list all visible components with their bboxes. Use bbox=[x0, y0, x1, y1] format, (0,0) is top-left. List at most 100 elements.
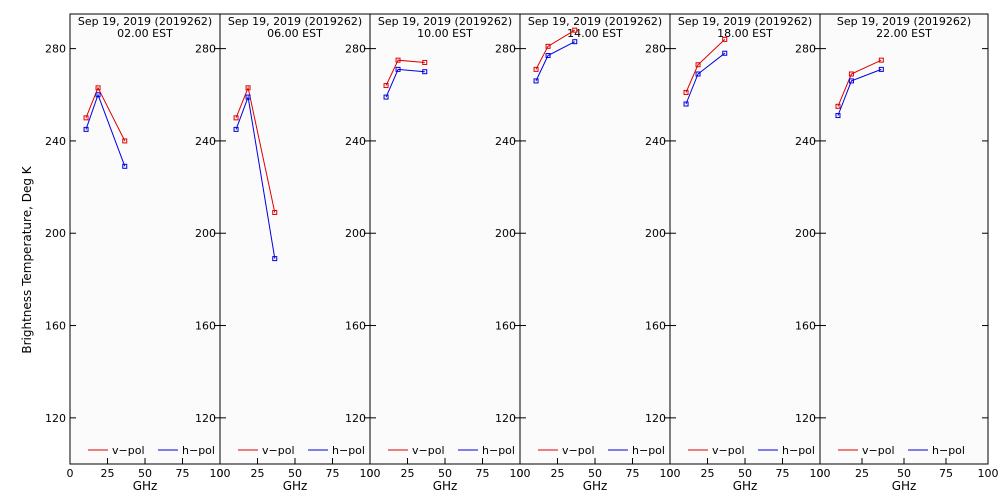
y-tick-label: 200 bbox=[495, 227, 516, 240]
legend-label: v−pol bbox=[412, 444, 445, 457]
y-tick-label: 200 bbox=[345, 227, 366, 240]
x-tick-label: 75 bbox=[939, 467, 953, 480]
x-tick-label: 75 bbox=[776, 467, 790, 480]
x-tick-label: 100 bbox=[510, 467, 531, 480]
data-point-h-pol bbox=[572, 39, 578, 45]
x-tick-label: 100 bbox=[210, 467, 231, 480]
legend-label: v−pol bbox=[712, 444, 745, 457]
y-tick-label: 120 bbox=[495, 412, 516, 425]
panel-title: Sep 19, 2019 (2019262) bbox=[837, 15, 971, 28]
y-tick-label: 280 bbox=[495, 43, 516, 56]
y-tick-label: 200 bbox=[795, 227, 816, 240]
x-tick-label: 50 bbox=[738, 467, 752, 480]
y-tick-label: 120 bbox=[795, 412, 816, 425]
data-point-h-pol bbox=[395, 66, 401, 72]
x-tick-label: 75 bbox=[626, 467, 640, 480]
series-line-h-pol bbox=[235, 95, 276, 259]
y-tick-label: 120 bbox=[195, 412, 216, 425]
y-axis-label: Brightness Temperature, Deg K bbox=[20, 165, 34, 353]
x-tick-label: 75 bbox=[176, 467, 190, 480]
y-tick-label: 240 bbox=[495, 135, 516, 148]
panel-subtitle: 14.00 EST bbox=[567, 27, 623, 40]
y-tick-label: 200 bbox=[645, 227, 666, 240]
y-tick-label: 160 bbox=[795, 320, 816, 333]
legend-label: v−pol bbox=[262, 444, 295, 457]
x-tick-label: 100 bbox=[810, 467, 831, 480]
data-point-v-pol bbox=[533, 66, 539, 72]
data-point-v-pol bbox=[848, 71, 854, 77]
x-axis-label: GHz bbox=[583, 479, 608, 493]
panel-2: Sep 19, 2019 (2019262)06.00 EST 120 160 200… bbox=[195, 13, 381, 493]
panel-title: Sep 19, 2019 (2019262) bbox=[228, 15, 362, 28]
y-tick-label: 240 bbox=[195, 135, 216, 148]
panel-3: Sep 19, 2019 (2019262)10.00 EST 120 160 200… bbox=[345, 13, 531, 493]
series-line-v-pol bbox=[85, 86, 126, 142]
x-tick-label: 100 bbox=[360, 467, 381, 480]
x-axis-label: GHz bbox=[283, 479, 308, 493]
y-tick-label: 240 bbox=[645, 135, 666, 148]
panel-title: Sep 19, 2019 (2019262) bbox=[78, 15, 212, 28]
data-point-v-pol bbox=[683, 89, 689, 95]
data-point-h-pol bbox=[233, 126, 239, 132]
series-line-v-pol bbox=[385, 59, 425, 86]
data-point-h-pol bbox=[683, 101, 689, 107]
panel-5: Sep 19, 2019 (2019262)18.00 EST 120 160 200… bbox=[645, 13, 831, 493]
data-point-v-pol bbox=[83, 115, 89, 121]
x-tick-label: 0 bbox=[517, 467, 524, 480]
panel-frame bbox=[369, 13, 521, 465]
x-tick-label: 50 bbox=[288, 467, 302, 480]
x-tick-label: 75 bbox=[476, 467, 490, 480]
x-tick-label: 50 bbox=[438, 467, 452, 480]
data-point-v-pol bbox=[95, 85, 101, 91]
data-point-v-pol bbox=[878, 57, 884, 63]
series-line-h-pol bbox=[535, 41, 576, 82]
legend-label: h−pol bbox=[632, 444, 665, 457]
legend-label: h−pol bbox=[332, 444, 365, 457]
y-tick-label: 200 bbox=[195, 227, 216, 240]
data-point-h-pol bbox=[422, 69, 428, 75]
x-tick-label: 0 bbox=[667, 467, 674, 480]
legend-label: h−pol bbox=[482, 444, 515, 457]
data-point-h-pol bbox=[835, 113, 841, 119]
panel-6: Sep 19, 2019 (2019262)22.00 EST 120 160 200… bbox=[795, 13, 999, 493]
panel-title: Sep 19, 2019 (2019262) bbox=[678, 15, 812, 28]
data-point-h-pol bbox=[722, 50, 728, 56]
x-tick-label: 0 bbox=[817, 467, 824, 480]
y-tick-label: 120 bbox=[645, 412, 666, 425]
series-line-h-pol bbox=[385, 68, 425, 98]
series-line-v-pol bbox=[535, 29, 576, 70]
y-tick-label: 280 bbox=[795, 43, 816, 56]
panel-subtitle: 06.00 EST bbox=[267, 27, 323, 40]
data-point-v-pol bbox=[835, 103, 841, 109]
legend-label: h−pol bbox=[932, 444, 965, 457]
panel-subtitle: 22.00 EST bbox=[876, 27, 932, 40]
series-line-h-pol bbox=[837, 68, 882, 116]
panel-title: Sep 19, 2019 (2019262) bbox=[378, 15, 512, 28]
series-line-v-pol bbox=[685, 39, 726, 93]
legend-label: v−pol bbox=[862, 444, 895, 457]
data-point-v-pol bbox=[572, 27, 578, 33]
data-point-h-pol bbox=[695, 71, 701, 77]
y-tick-label: 160 bbox=[495, 320, 516, 333]
panel-frame bbox=[69, 13, 221, 465]
data-point-v-pol bbox=[122, 138, 128, 144]
data-point-h-pol bbox=[383, 94, 389, 100]
y-tick-label: 120 bbox=[345, 412, 366, 425]
x-tick-label: 25 bbox=[701, 467, 715, 480]
x-tick-label: 25 bbox=[401, 467, 415, 480]
x-tick-label: 50 bbox=[897, 467, 911, 480]
x-tick-label: 100 bbox=[978, 467, 999, 480]
y-tick-label: 200 bbox=[45, 227, 66, 240]
data-point-v-pol bbox=[545, 43, 551, 49]
panel-subtitle: 02.00 EST bbox=[117, 27, 173, 40]
y-tick-label: 240 bbox=[45, 135, 66, 148]
panel-4: Sep 19, 2019 (2019262)14.00 EST 120 160 200… bbox=[495, 13, 681, 493]
x-tick-label: 0 bbox=[217, 467, 224, 480]
x-axis-label: GHz bbox=[733, 479, 758, 493]
y-tick-label: 280 bbox=[645, 43, 666, 56]
legend-label: v−pol bbox=[562, 444, 595, 457]
panel-title: Sep 19, 2019 (2019262) bbox=[528, 15, 662, 28]
data-point-h-pol bbox=[122, 163, 128, 169]
y-tick-label: 160 bbox=[195, 320, 216, 333]
